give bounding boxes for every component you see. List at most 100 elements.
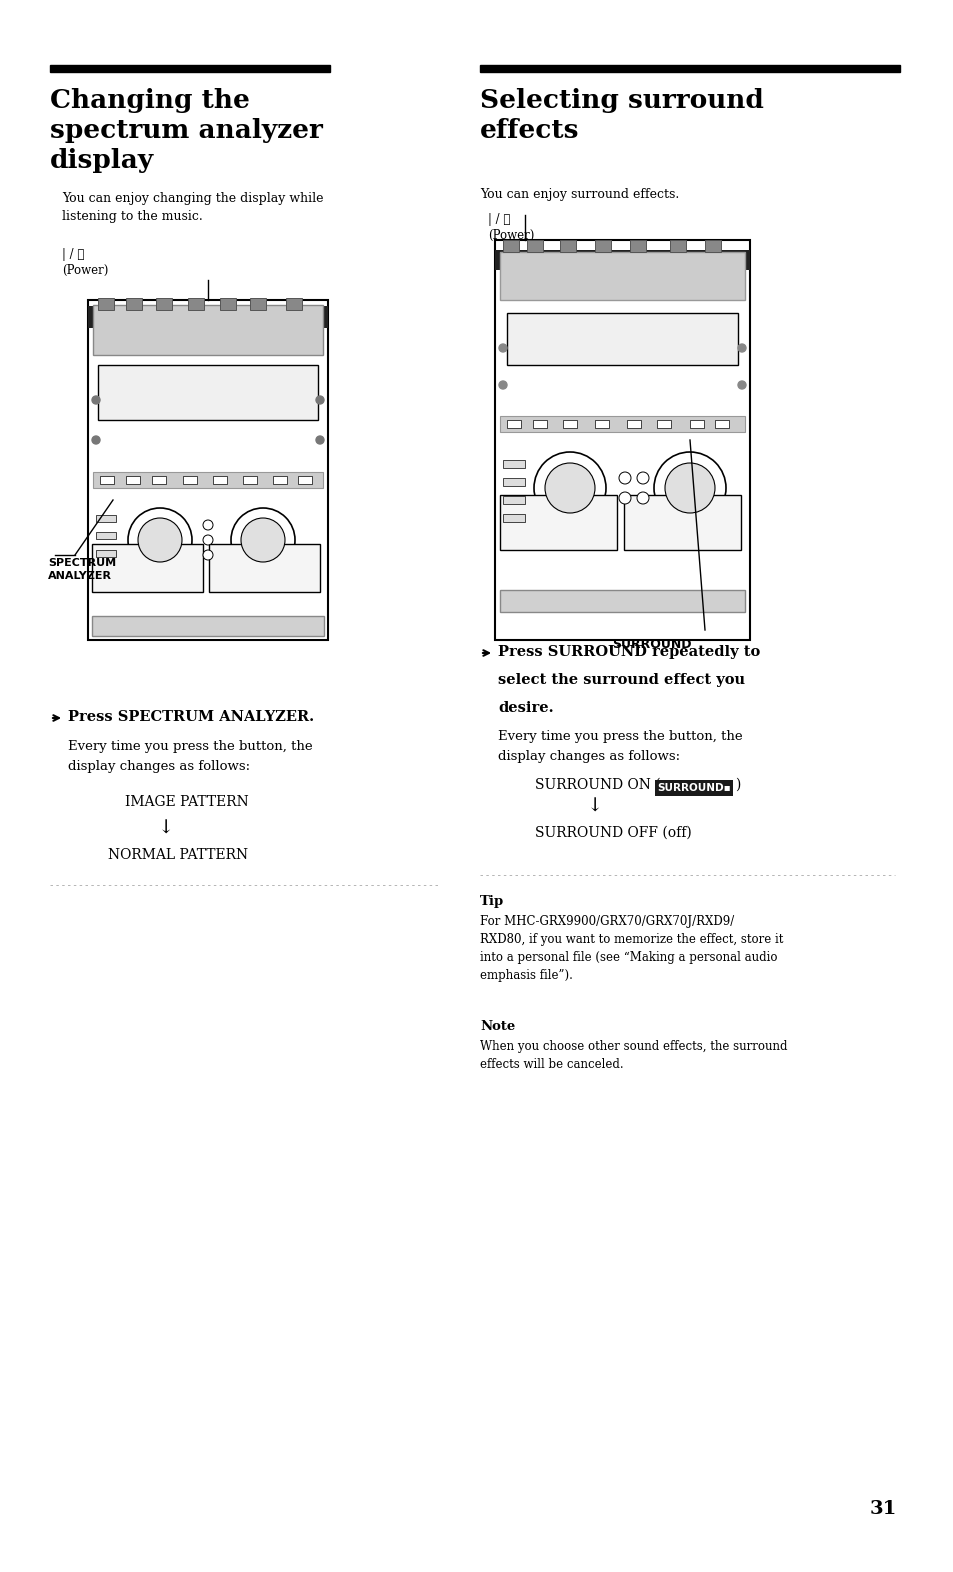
Text: SURROUND OFF (off): SURROUND OFF (off) [535, 825, 691, 839]
Bar [506, 313, 738, 365]
Circle shape [664, 464, 714, 512]
Bar [286, 299, 302, 310]
Text: | / ⒨
(Power): | / ⒨ (Power) [488, 212, 534, 242]
Bar [50, 64, 330, 72]
Text: You can enjoy changing the display while
listening to the music.: You can enjoy changing the display while… [62, 192, 323, 223]
Bar [126, 476, 140, 484]
Text: display: display [50, 148, 154, 173]
Bar [98, 365, 317, 420]
Bar [243, 476, 256, 484]
Bar [92, 472, 323, 487]
Bar [623, 495, 740, 550]
Bar [88, 307, 328, 329]
Text: Note: Note [479, 1020, 515, 1033]
Text: Press SURROUND repeatedly to: Press SURROUND repeatedly to [497, 645, 760, 659]
Circle shape [241, 519, 285, 563]
Text: display changes as follows:: display changes as follows: [68, 759, 250, 773]
Circle shape [618, 492, 630, 505]
Text: NORMAL PATTERN: NORMAL PATTERN [108, 847, 248, 861]
Text: ): ) [734, 778, 740, 792]
Text: select the surround effect you: select the surround effect you [497, 673, 744, 687]
Bar [526, 241, 542, 252]
Circle shape [203, 550, 213, 560]
Text: For MHC-GRX9900/GRX70/GRX70J/RXD9/
RXD80, if you want to memorize the effect, st: For MHC-GRX9900/GRX70/GRX70J/RXD9/ RXD80… [479, 915, 782, 982]
Text: 31: 31 [869, 1500, 897, 1519]
Text: Every time you press the button, the: Every time you press the button, the [497, 729, 741, 744]
Bar [91, 544, 203, 593]
Bar [506, 420, 520, 428]
Bar [152, 476, 166, 484]
Circle shape [654, 453, 725, 523]
Bar [213, 476, 227, 484]
Bar [156, 299, 172, 310]
Bar [98, 299, 113, 310]
Bar [499, 417, 744, 432]
Bar [92, 305, 323, 355]
Bar [714, 420, 728, 428]
Text: display changes as follows:: display changes as follows: [497, 750, 679, 762]
Text: effects: effects [479, 118, 578, 143]
Circle shape [637, 472, 648, 484]
Bar [559, 241, 576, 252]
Bar [250, 299, 266, 310]
Bar [183, 476, 196, 484]
Bar [502, 514, 524, 522]
Circle shape [203, 534, 213, 545]
Bar [499, 495, 617, 550]
Circle shape [231, 508, 294, 572]
Text: Selecting surround: Selecting surround [479, 88, 763, 113]
Circle shape [498, 380, 506, 388]
Bar [273, 476, 287, 484]
Bar [533, 420, 546, 428]
Bar [595, 420, 608, 428]
Bar [495, 250, 749, 270]
Bar [626, 420, 640, 428]
Bar [502, 461, 524, 468]
Bar [657, 420, 670, 428]
Bar [595, 241, 610, 252]
Text: Changing the: Changing the [50, 88, 250, 113]
Circle shape [544, 464, 595, 512]
Bar [499, 252, 744, 300]
Text: ↓: ↓ [158, 821, 174, 838]
Bar [629, 241, 645, 252]
Bar [499, 590, 744, 612]
Text: spectrum analyzer: spectrum analyzer [50, 118, 322, 143]
Circle shape [138, 519, 182, 563]
Text: SPECTRUM
ANALYZER: SPECTRUM ANALYZER [48, 558, 116, 582]
Bar [91, 616, 324, 637]
Circle shape [315, 435, 324, 443]
Bar [479, 64, 899, 72]
Bar [704, 241, 720, 252]
Text: ↓: ↓ [586, 799, 602, 816]
Circle shape [128, 508, 192, 572]
Text: You can enjoy surround effects.: You can enjoy surround effects. [479, 189, 679, 201]
Bar [100, 476, 113, 484]
Bar [297, 476, 312, 484]
Bar [502, 241, 518, 252]
Circle shape [498, 344, 506, 352]
Circle shape [534, 453, 605, 523]
Bar [502, 478, 524, 486]
Text: SURROUND ON (: SURROUND ON ( [535, 778, 659, 792]
Bar [96, 550, 116, 556]
Circle shape [91, 396, 100, 404]
Text: Every time you press the button, the: Every time you press the button, the [68, 740, 313, 753]
Bar [669, 241, 685, 252]
Bar [209, 544, 319, 593]
Bar [655, 780, 732, 795]
Circle shape [315, 396, 324, 404]
Bar [96, 531, 116, 539]
Circle shape [637, 492, 648, 505]
Circle shape [91, 435, 100, 443]
Bar [220, 299, 235, 310]
Text: IMAGE PATTERN: IMAGE PATTERN [125, 795, 249, 810]
Text: SURROUND: SURROUND [612, 638, 691, 651]
Text: SURROUND▪: SURROUND▪ [657, 783, 730, 792]
Text: desire.: desire. [497, 701, 553, 715]
Bar [689, 420, 703, 428]
Circle shape [738, 380, 745, 388]
Text: When you choose other sound effects, the surround
effects will be canceled.: When you choose other sound effects, the… [479, 1041, 786, 1071]
Bar [502, 497, 524, 505]
Text: | / ⒨
(Power): | / ⒨ (Power) [62, 248, 109, 277]
